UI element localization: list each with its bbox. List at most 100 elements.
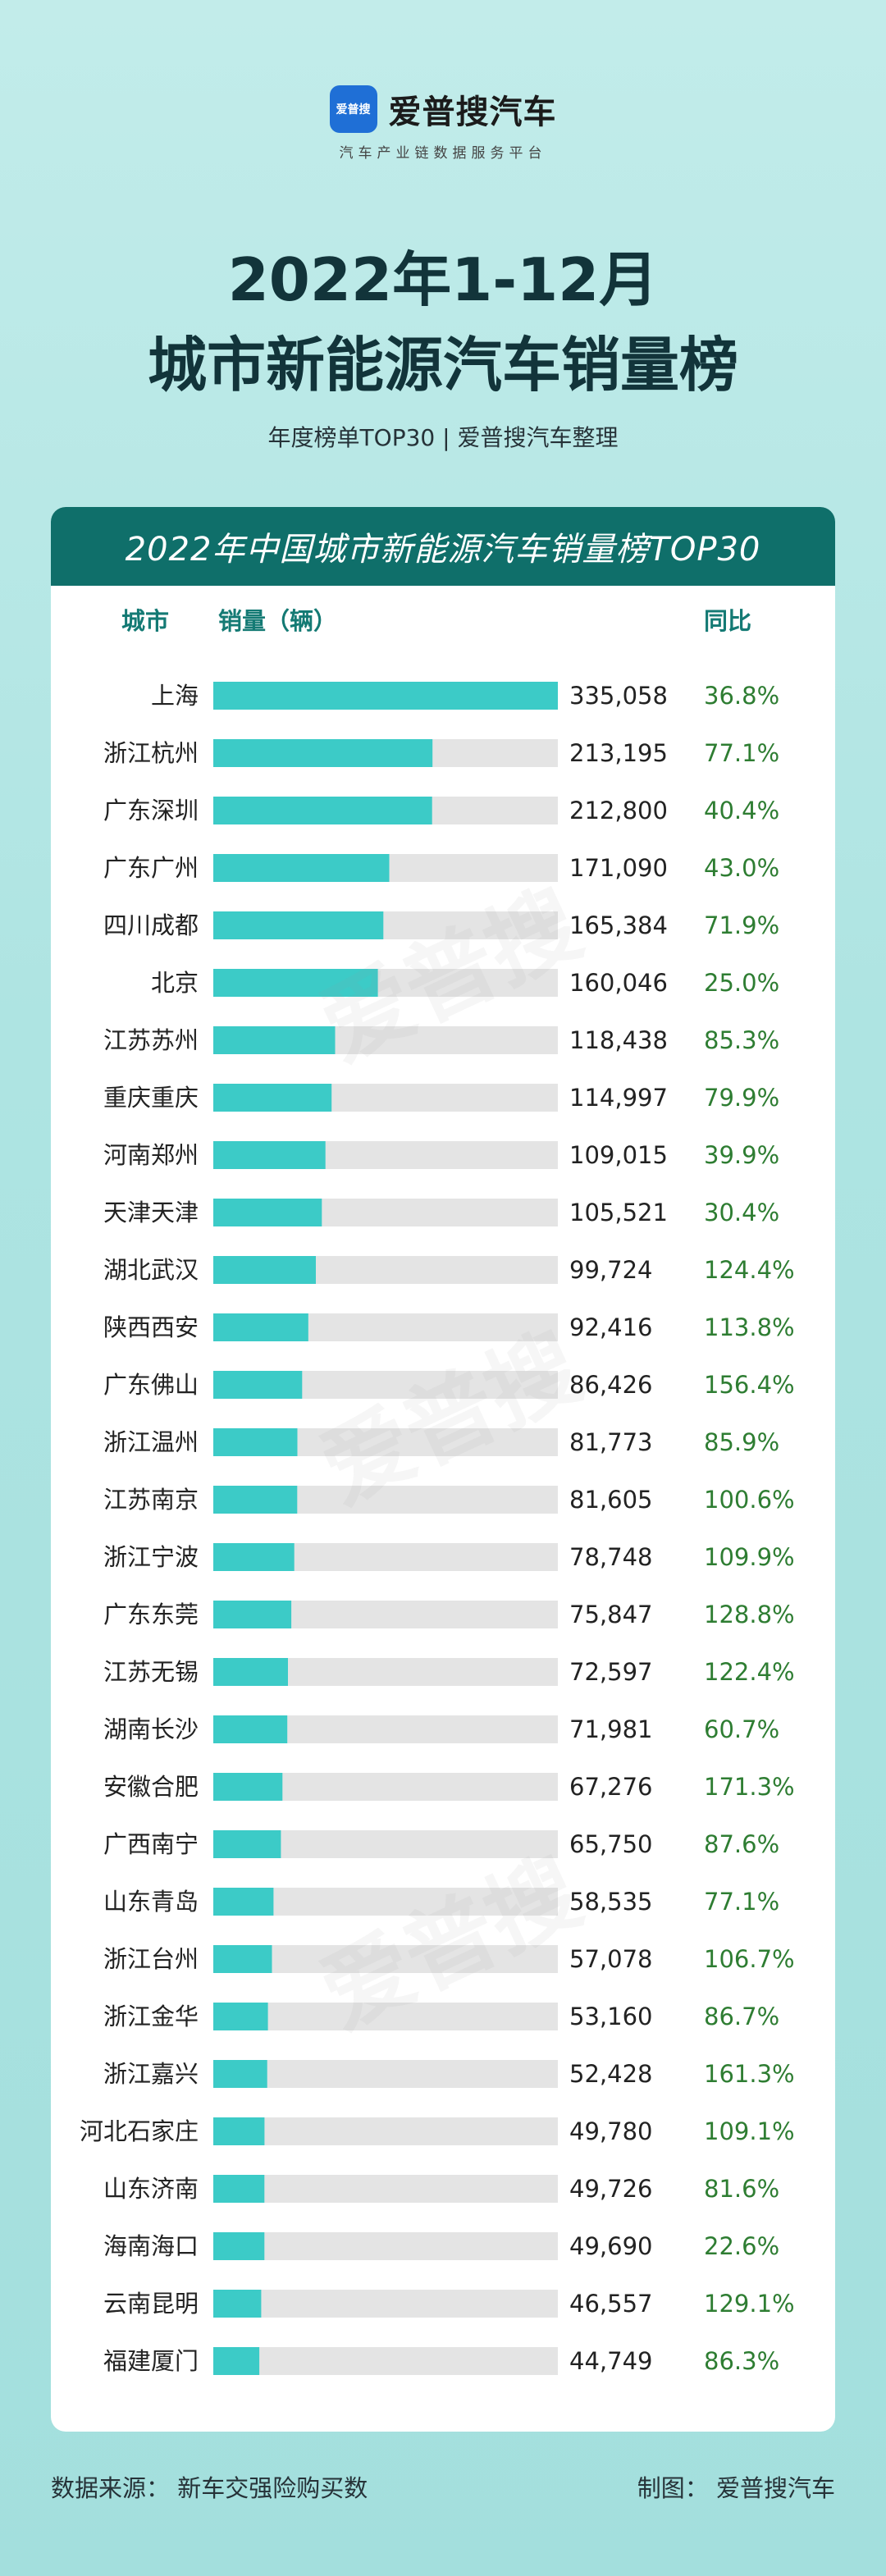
- page-title-line2: 城市新能源汽车销量榜: [147, 331, 738, 400]
- yoy-label: 79.9%: [704, 1084, 779, 1112]
- sales-value-label: 49,780: [569, 2117, 652, 2145]
- bar-track: [213, 2175, 558, 2203]
- sales-value-label: 105,521: [569, 1199, 668, 1226]
- city-label: 广东东莞: [103, 1601, 199, 1628]
- sales-value-label: 49,690: [569, 2232, 652, 2260]
- sales-bar: [213, 1026, 336, 1054]
- yoy-label: 81.6%: [704, 2175, 779, 2203]
- bar-track: [213, 2060, 558, 2088]
- sales-bar: [213, 911, 384, 939]
- yoy-label: 128.8%: [704, 1601, 795, 1628]
- yoy-label: 77.1%: [704, 739, 779, 767]
- city-label: 浙江杭州: [103, 739, 199, 767]
- sales-value-label: 81,605: [569, 1486, 652, 1514]
- sales-value-label: 65,750: [569, 1830, 652, 1858]
- sales-bar: [213, 1256, 316, 1284]
- city-label: 湖南长沙: [103, 1715, 199, 1743]
- sales-bar: [213, 1830, 281, 1858]
- city-label: 浙江嘉兴: [103, 2060, 199, 2088]
- yoy-label: 100.6%: [704, 1486, 795, 1514]
- sales-value-label: 72,597: [569, 1658, 652, 1686]
- city-label: 上海: [151, 682, 199, 710]
- yoy-label: 109.1%: [704, 2117, 795, 2145]
- sales-value-label: 335,058: [569, 682, 668, 710]
- sales-bar: [213, 1313, 308, 1341]
- city-label: 浙江宁波: [103, 1543, 199, 1571]
- sales-bar: [213, 1141, 326, 1169]
- sales-bar: [213, 1543, 295, 1571]
- yoy-label: 39.9%: [704, 1141, 779, 1169]
- city-label: 广西南宁: [103, 1830, 199, 1858]
- sales-value-label: 57,078: [569, 1945, 652, 1973]
- city-label: 浙江金华: [103, 2003, 199, 2030]
- yoy-label: 22.6%: [704, 2232, 779, 2260]
- bar-track: [213, 2003, 558, 2030]
- yoy-label: 77.1%: [704, 1888, 779, 1916]
- sales-bar: [213, 2060, 267, 2088]
- sales-value-label: 114,997: [569, 1084, 668, 1112]
- column-header-yoy: 同比: [704, 607, 752, 635]
- sales-bar: [213, 1715, 288, 1743]
- sales-bar: [213, 1773, 283, 1801]
- city-label: 安徽合肥: [103, 1773, 199, 1801]
- sales-value-label: 171,090: [569, 854, 668, 882]
- sales-value-label: 109,015: [569, 1141, 668, 1169]
- sales-value-label: 81,773: [569, 1428, 652, 1456]
- sales-value-label: 58,535: [569, 1888, 652, 1916]
- yoy-label: 25.0%: [704, 969, 779, 997]
- yoy-label: 85.3%: [704, 1026, 779, 1054]
- sales-value-label: 44,749: [569, 2347, 652, 2375]
- sales-bar: [213, 2003, 268, 2030]
- bar-track: [213, 2117, 558, 2145]
- city-label: 重庆重庆: [103, 1084, 199, 1112]
- column-header-sales: 销量（辆）: [218, 607, 338, 635]
- sales-value-label: 213,195: [569, 739, 668, 767]
- sales-bar: [213, 1888, 274, 1916]
- city-label: 云南昆明: [103, 2290, 199, 2318]
- bar-track: [213, 2232, 558, 2260]
- city-label: 北京: [151, 969, 199, 997]
- sales-value-label: 78,748: [569, 1543, 652, 1571]
- yoy-label: 122.4%: [704, 1658, 795, 1686]
- city-label: 广东广州: [103, 854, 199, 882]
- footer-source: 数据来源： 新车交强险购买数: [51, 2474, 368, 2502]
- sales-bar: [213, 1486, 298, 1514]
- sales-bar: [213, 2117, 265, 2145]
- yoy-label: 86.7%: [704, 2003, 779, 2030]
- city-label: 浙江温州: [103, 1428, 199, 1456]
- footer-credit: 制图： 爱普搜汽车: [637, 2474, 835, 2502]
- yoy-label: 124.4%: [704, 1256, 795, 1284]
- sales-value-label: 92,416: [569, 1313, 652, 1341]
- city-label: 山东青岛: [103, 1888, 199, 1916]
- sales-bar: [213, 854, 390, 882]
- sales-bar: [213, 797, 432, 824]
- sales-bar: [213, 1371, 303, 1399]
- sales-value-label: 75,847: [569, 1601, 652, 1628]
- sales-value-label: 46,557: [569, 2290, 652, 2318]
- sales-bar: [213, 2232, 265, 2260]
- city-label: 陕西西安: [103, 1313, 199, 1341]
- yoy-label: 40.4%: [704, 797, 779, 824]
- yoy-label: 87.6%: [704, 1830, 779, 1858]
- brand-tagline: 汽车产业链数据服务平台: [339, 145, 547, 162]
- sales-bar: [213, 2347, 260, 2375]
- sales-bar: [213, 1084, 332, 1112]
- yoy-label: 156.4%: [704, 1371, 795, 1399]
- sales-bar: [213, 682, 558, 710]
- yoy-label: 43.0%: [704, 854, 779, 882]
- sales-bar: [213, 1945, 272, 1973]
- yoy-label: 113.8%: [704, 1313, 795, 1341]
- sales-value-label: 52,428: [569, 2060, 652, 2088]
- city-label: 海南海口: [103, 2232, 199, 2260]
- sales-value-label: 118,438: [569, 1026, 668, 1054]
- yoy-label: 85.9%: [704, 1428, 779, 1456]
- column-header-city: 城市: [121, 607, 170, 635]
- sales-value-label: 86,426: [569, 1371, 652, 1399]
- city-label: 四川成都: [103, 911, 199, 939]
- sales-value-label: 67,276: [569, 1773, 652, 1801]
- sales-value-label: 71,981: [569, 1715, 652, 1743]
- city-label: 广东佛山: [103, 1371, 199, 1399]
- city-label: 江苏南京: [103, 1486, 199, 1514]
- city-label: 浙江台州: [103, 1945, 199, 1973]
- logo-row: 爱普搜 爱普搜汽车: [0, 85, 886, 133]
